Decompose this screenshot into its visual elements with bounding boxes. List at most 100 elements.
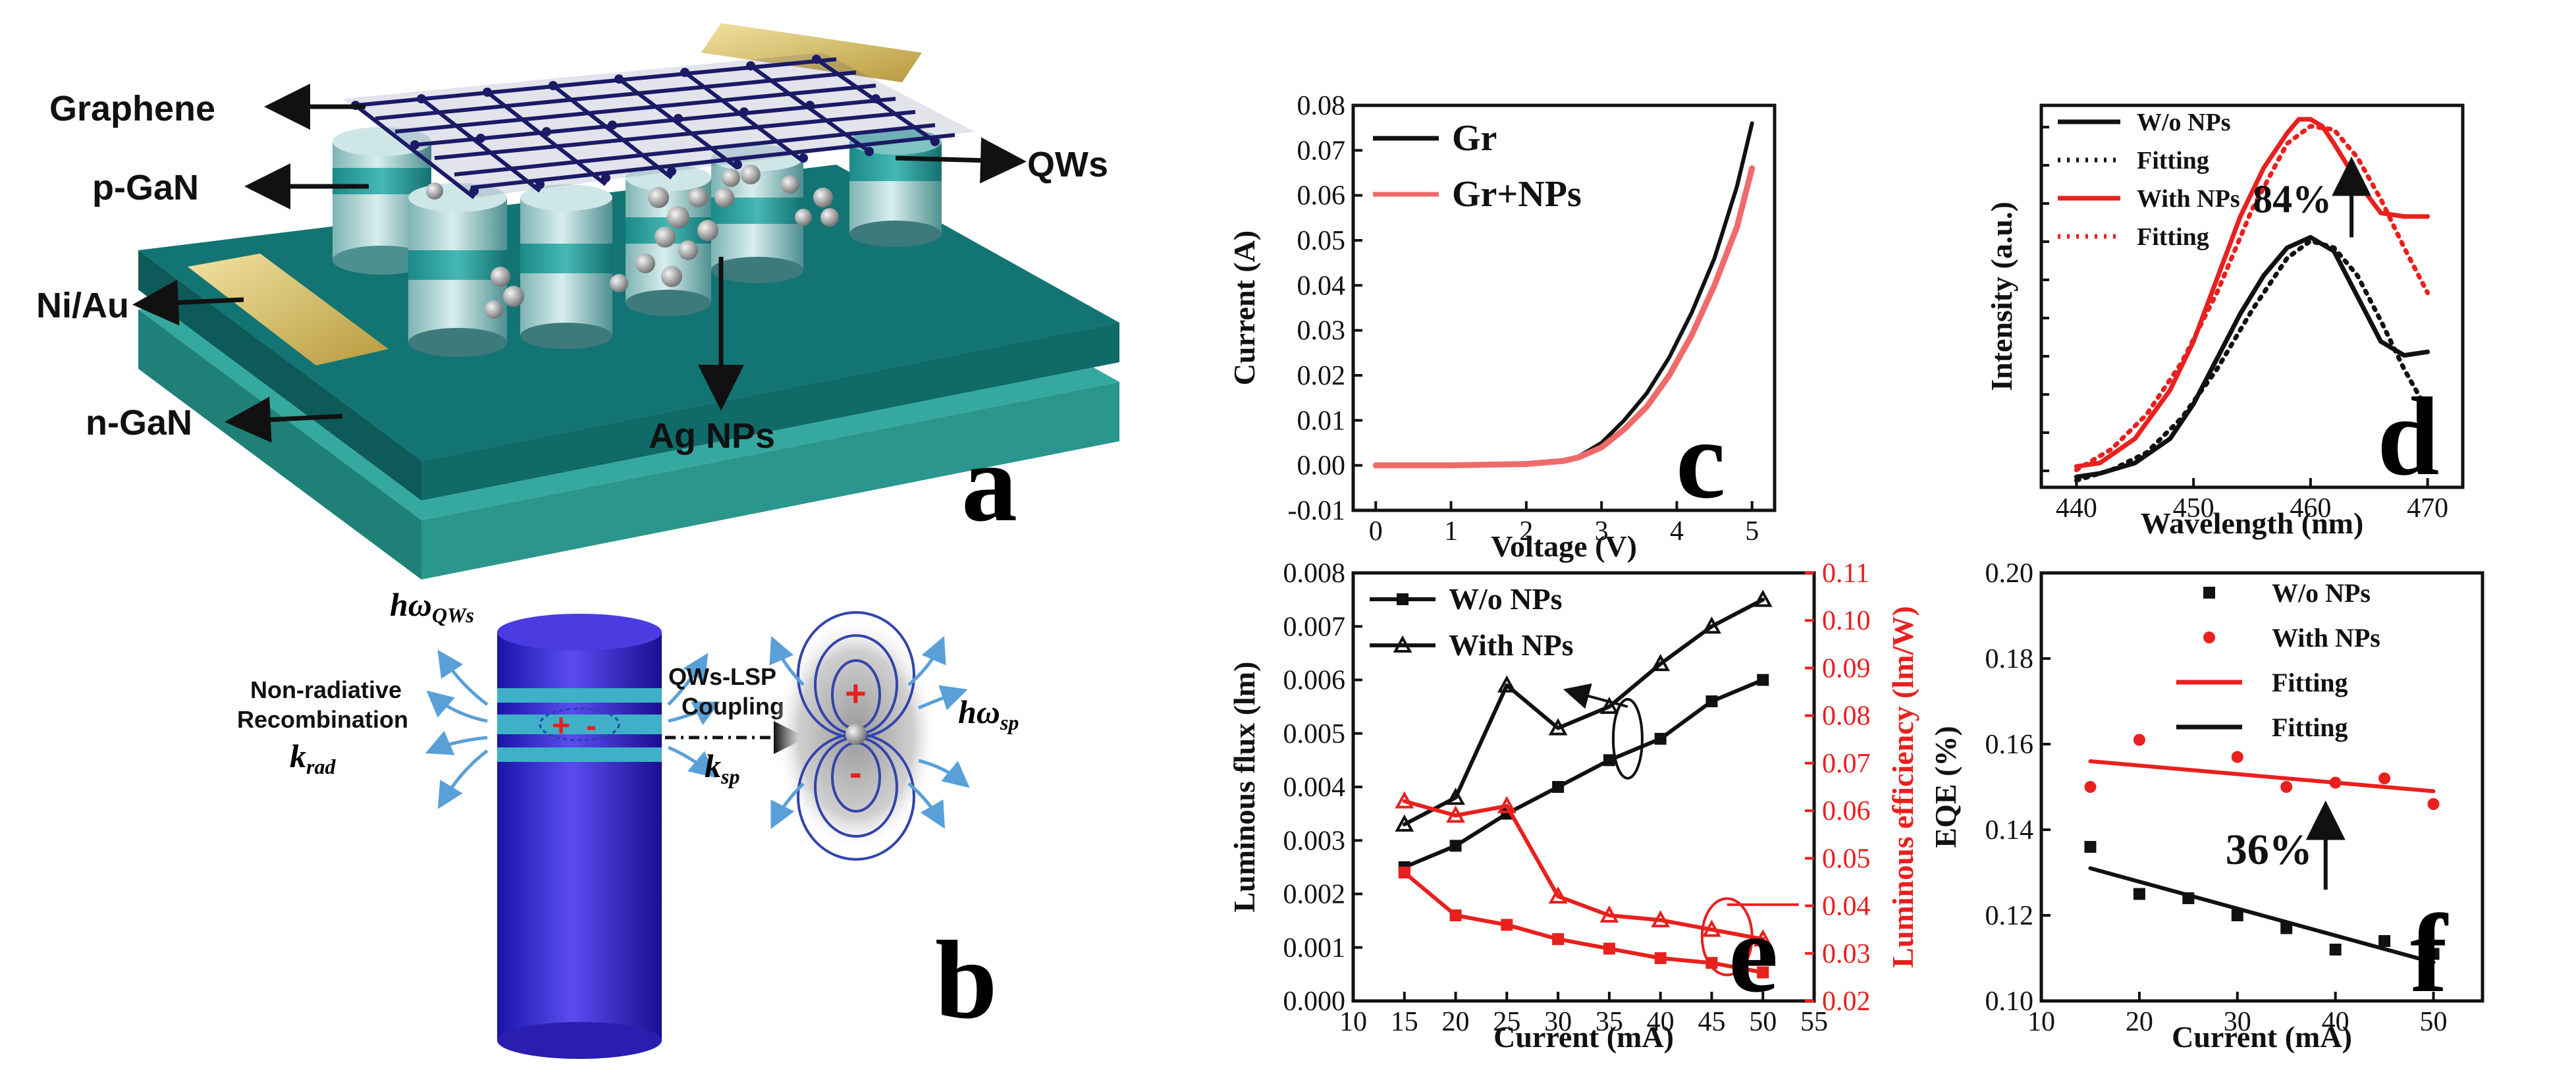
data-point-square bbox=[1757, 966, 1769, 979]
y-tick-label: 0.20 bbox=[1985, 558, 2034, 589]
coupling-label-2: Coupling bbox=[682, 693, 784, 720]
x-tick-label: 1 bbox=[1444, 516, 1458, 547]
data-point-square bbox=[2329, 944, 2342, 956]
data-point-square bbox=[1552, 933, 1565, 946]
emission-arrows-left bbox=[425, 649, 720, 809]
data-point-square bbox=[1449, 840, 1462, 852]
data-point-triangle bbox=[1446, 805, 1465, 823]
y-tick-label: 0.10 bbox=[1985, 986, 2034, 1017]
data-point-triangle bbox=[1702, 616, 1721, 634]
chart-panel-d: 440 450 460 470 Wavelength (nm) Intensity (a.… bbox=[1985, 103, 2465, 540]
series-line-1 bbox=[1372, 165, 1756, 469]
pillar bbox=[408, 183, 507, 357]
substrate-top-side-front bbox=[421, 323, 1119, 500]
y-tick-label: 0.04 bbox=[1297, 271, 1346, 301]
y-axis-title: Intensity (a.u.) bbox=[1985, 202, 2018, 391]
data-point-square bbox=[1705, 695, 1718, 707]
y-right-tick-label: 0.03 bbox=[1822, 939, 1871, 969]
data-point-square bbox=[2084, 841, 2097, 853]
data-point-triangle bbox=[1395, 814, 1414, 832]
y-tick-label: 0.008 bbox=[1283, 558, 1346, 589]
graphene-label: Graphene bbox=[49, 89, 215, 128]
pgan-label: p-GaN bbox=[92, 168, 199, 207]
top-gold-pad bbox=[701, 23, 922, 82]
qw-band bbox=[497, 714, 662, 734]
lsp-plus-sign: + bbox=[845, 672, 867, 714]
data-point-square bbox=[2203, 587, 2215, 599]
data-point-square bbox=[1501, 919, 1513, 931]
k-sp: ksp bbox=[705, 747, 739, 788]
x-axis-title: Wavelength (nm) bbox=[2141, 506, 2364, 540]
panel-letter-a: a bbox=[961, 421, 1017, 545]
data-point-circle bbox=[2427, 798, 2440, 810]
y-tick-label: 0.005 bbox=[1283, 719, 1346, 749]
increase-annotation: 84% bbox=[2253, 177, 2332, 221]
data-point-triangle bbox=[1702, 919, 1721, 937]
series-line-1 bbox=[2074, 238, 2430, 483]
y-right-tick-label: 0.09 bbox=[1822, 653, 1871, 684]
y-right-tick-label: 0.05 bbox=[1822, 844, 1871, 874]
y-tick-label: 0.007 bbox=[1283, 612, 1346, 642]
plot-frame bbox=[1351, 103, 1777, 512]
y-right-axis-title: Luminous efficiency (lm/W) bbox=[1886, 606, 1919, 967]
y-tick-label: 0.004 bbox=[1283, 772, 1346, 803]
legend-label: With NPs bbox=[1449, 628, 1574, 662]
data-point-square bbox=[2133, 888, 2145, 900]
x-tick-label: 470 bbox=[2407, 493, 2448, 524]
efficiency-group-ellipse bbox=[1700, 897, 1754, 977]
data-point-circle bbox=[2203, 632, 2215, 643]
plot-frame bbox=[2039, 571, 2484, 1003]
y-tick-label: 0.08 bbox=[1297, 91, 1346, 121]
panel-b-diagram: + - hωQWs Non-radiative Recombination kr… bbox=[237, 586, 1019, 1059]
substrate-top-side-left bbox=[138, 250, 421, 500]
chart-panel-f: 10 20 30 40 50 0.10 0.12 0.14 0.16 0.18 0.20 Curren… bbox=[1929, 558, 2484, 1054]
x-tick-label: 0 bbox=[1369, 516, 1383, 547]
panel-letter: f bbox=[2410, 892, 2449, 1015]
y-axis-title: Luminous flux (lm) bbox=[1227, 662, 1261, 913]
data-point-square bbox=[1654, 952, 1667, 964]
data-point-triangle bbox=[1753, 929, 1773, 947]
x-tick-label: 25 bbox=[1493, 1007, 1520, 1037]
panel-letter-b: b bbox=[935, 918, 998, 1042]
niau-label: Ni/Au bbox=[36, 286, 129, 325]
chart-panel-e: 10 15 20 25 30 35 40 45 50 55 0.000 0.001 0.002 0.003… bbox=[1227, 558, 1919, 1054]
lsp-minus-sign: - bbox=[849, 751, 862, 793]
pillar bbox=[711, 145, 803, 283]
x-tick-label: 460 bbox=[2290, 493, 2331, 524]
niau-pad bbox=[188, 254, 389, 365]
series-line-3 bbox=[2074, 124, 2430, 473]
legend-label: Fitting bbox=[2137, 147, 2209, 175]
y-tick-label: 0.05 bbox=[1297, 226, 1346, 256]
y-tick-label: 0.02 bbox=[1297, 361, 1346, 391]
x-axis-title: Current (mA) bbox=[2172, 1020, 2352, 1054]
chart-panel-c: 0 1 2 3 4 5 -0.01 0.00 0.01 0.02 0.03 0.04 0.05 0.06 0… bbox=[1227, 91, 1777, 563]
y-tick-label: -0.01 bbox=[1288, 496, 1346, 526]
data-point-triangle bbox=[1599, 696, 1619, 714]
data-point-circle bbox=[2084, 781, 2097, 793]
x-tick-label: 30 bbox=[2224, 1007, 2251, 1037]
panel-a-schematic: Graphene p-GaN Ni/Au n-GaN QWs Ag NPs a bbox=[36, 23, 1119, 579]
data-point-square bbox=[1552, 781, 1565, 793]
data-point-triangle bbox=[1395, 791, 1414, 809]
data-point-square bbox=[1398, 867, 1410, 878]
x-tick-label: 5 bbox=[1745, 516, 1759, 547]
data-point-square bbox=[1654, 732, 1667, 745]
legend-label: W/o NPs bbox=[1449, 582, 1563, 616]
h-omega-qws: hωQWs bbox=[390, 586, 474, 627]
qws-label: QWs bbox=[1027, 145, 1108, 184]
data-point-circle bbox=[2280, 781, 2293, 793]
legend-label: Gr+NPs bbox=[1452, 174, 1582, 215]
data-point-circle bbox=[2133, 734, 2145, 746]
series-line-0 bbox=[1402, 678, 1765, 869]
data-point-triangle bbox=[1446, 788, 1465, 805]
qw-minus-sign: - bbox=[586, 709, 597, 743]
data-point-circle bbox=[2231, 751, 2243, 763]
panel-letter: c bbox=[1676, 398, 1725, 522]
x-tick-label: 50 bbox=[2420, 1007, 2448, 1037]
data-point-triangle bbox=[1393, 635, 1412, 653]
x-tick-label: 10 bbox=[1339, 1007, 1367, 1037]
y-axis-title: Current (A) bbox=[1227, 230, 1261, 385]
y-tick-label: 0.002 bbox=[1283, 880, 1346, 910]
y-tick-label: 0.001 bbox=[1283, 933, 1346, 963]
